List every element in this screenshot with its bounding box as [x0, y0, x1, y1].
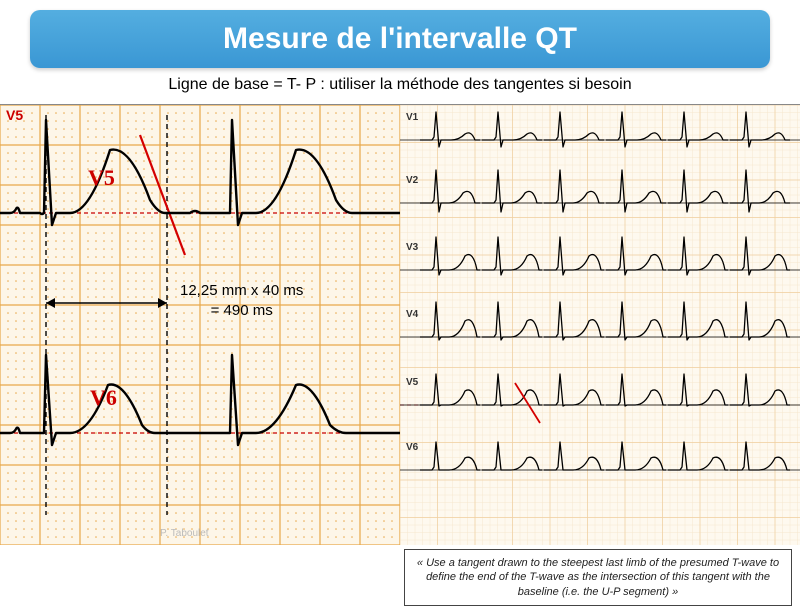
- author-credit: P. Taboulet: [160, 528, 209, 539]
- calc-line2: = 490 ms: [211, 302, 273, 319]
- subtitle: Ligne de base = T- P : utiliser la métho…: [0, 76, 800, 94]
- svg-text:V3: V3: [406, 242, 419, 253]
- title-banner: Mesure de l'intervalle QT: [30, 10, 770, 68]
- lead-label-v6: V6: [90, 385, 117, 411]
- tangent-quote: « Use a tangent drawn to the steepest la…: [404, 549, 792, 606]
- svg-text:V2: V2: [406, 175, 419, 186]
- svg-text:V1: V1: [406, 112, 419, 123]
- left-ecg-panel: V5 V5 V6 12,25 mm x 40 ms = 490 ms P. Ta…: [0, 105, 400, 545]
- svg-text:V4: V4: [406, 309, 419, 320]
- right-ecg-panel: V1 V2 V3 V4 V5 V6: [400, 105, 800, 545]
- page-title: Mesure de l'intervalle QT: [223, 22, 577, 55]
- left-ecg-svg: [0, 105, 400, 545]
- svg-text:V5: V5: [406, 377, 419, 388]
- svg-text:V6: V6: [406, 442, 419, 453]
- quote-text: « Use a tangent drawn to the steepest la…: [417, 557, 779, 598]
- lead-label-v5: V5: [88, 165, 115, 191]
- lead-label-v5-small: V5: [6, 107, 23, 123]
- ecg-panels: V5 V5 V6 12,25 mm x 40 ms = 490 ms P. Ta…: [0, 104, 800, 544]
- right-ecg-svg: V1 V2 V3 V4 V5 V6: [400, 105, 800, 545]
- subtitle-text: Ligne de base = T- P : utiliser la métho…: [168, 76, 631, 93]
- calc-line1: 12,25 mm x 40 ms: [180, 282, 303, 299]
- qt-calculation: 12,25 mm x 40 ms = 490 ms: [180, 281, 303, 320]
